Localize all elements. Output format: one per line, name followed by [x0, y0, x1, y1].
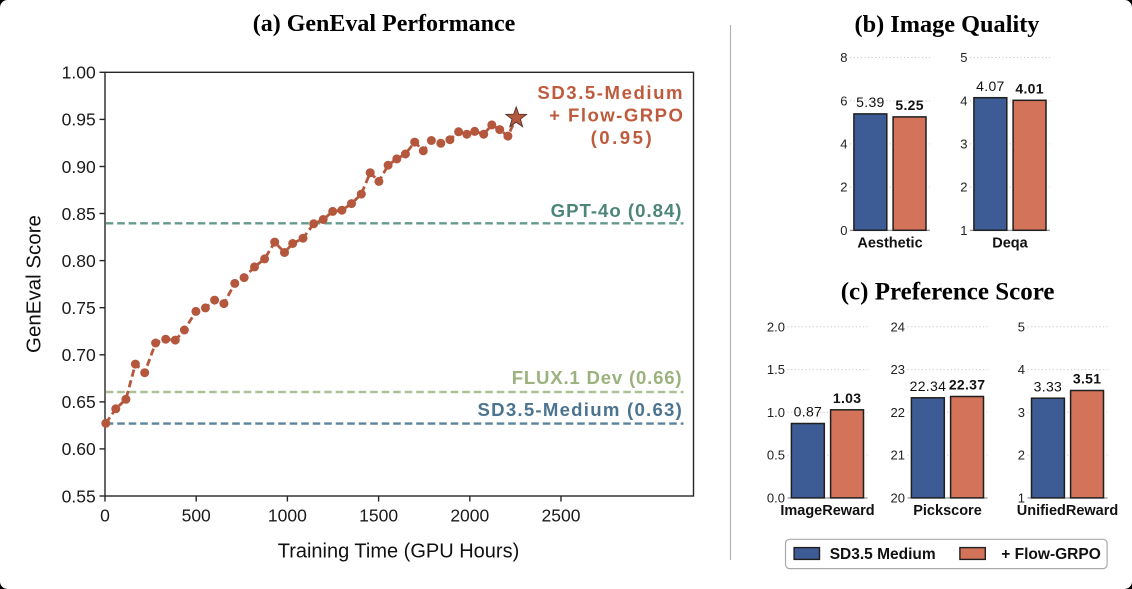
svg-text:0.90: 0.90 — [62, 157, 96, 177]
svg-text:0.55: 0.55 — [62, 486, 96, 506]
svg-text:1: 1 — [1018, 491, 1025, 506]
svg-text:SD3.5-Medium (0.63): SD3.5-Medium (0.63) — [477, 399, 683, 420]
svg-text:0: 0 — [840, 223, 847, 238]
svg-text:Aesthetic: Aesthetic — [857, 235, 922, 251]
svg-text:0.0: 0.0 — [767, 491, 785, 506]
svg-text:(a) GenEval Performance: (a) GenEval Performance — [253, 11, 516, 37]
svg-text:FLUX.1 Dev (0.66): FLUX.1 Dev (0.66) — [512, 367, 683, 388]
svg-text:23: 23 — [891, 362, 905, 377]
svg-text:500: 500 — [182, 506, 211, 526]
svg-text:4.01: 4.01 — [1015, 81, 1043, 97]
svg-text:+ Flow-GRPO: + Flow-GRPO — [549, 105, 684, 126]
svg-text:Deqa: Deqa — [992, 235, 1028, 251]
svg-text:2500: 2500 — [542, 506, 581, 526]
svg-text:0: 0 — [100, 506, 110, 526]
svg-text:SD3.5 Medium: SD3.5 Medium — [830, 546, 936, 563]
svg-text:5: 5 — [960, 50, 967, 65]
svg-text:0.87: 0.87 — [794, 404, 822, 420]
svg-text:2000: 2000 — [450, 506, 489, 526]
svg-text:0.5: 0.5 — [767, 448, 785, 463]
svg-text:Training Time (GPU Hours): Training Time (GPU Hours) — [278, 540, 520, 562]
svg-text:8: 8 — [840, 50, 847, 65]
svg-text:0.80: 0.80 — [62, 251, 96, 271]
svg-text:GPT-4o (0.84): GPT-4o (0.84) — [551, 200, 683, 221]
svg-text:0.85: 0.85 — [62, 204, 96, 224]
svg-text:5.25: 5.25 — [895, 97, 923, 113]
svg-text:GenEval Score: GenEval Score — [23, 215, 46, 353]
svg-text:0.95: 0.95 — [62, 110, 96, 130]
svg-text:3.33: 3.33 — [1034, 378, 1062, 394]
svg-text:4.07: 4.07 — [976, 78, 1004, 94]
svg-text:1.0: 1.0 — [767, 405, 785, 420]
svg-text:Pickscore: Pickscore — [913, 503, 982, 519]
svg-text:4: 4 — [1018, 362, 1025, 377]
svg-text:0.65: 0.65 — [62, 392, 96, 412]
svg-text:SD3.5-Medium: SD3.5-Medium — [537, 82, 684, 103]
svg-text:(b) Image Quality: (b) Image Quality — [855, 11, 1040, 38]
svg-text:3: 3 — [1018, 405, 1025, 420]
svg-text:1000: 1000 — [268, 506, 307, 526]
svg-text:22: 22 — [891, 405, 905, 420]
svg-text:0.70: 0.70 — [62, 345, 96, 365]
svg-text:5.39: 5.39 — [856, 94, 884, 110]
svg-text:5: 5 — [1018, 319, 1025, 334]
svg-text:1.03: 1.03 — [833, 390, 861, 406]
svg-text:3.51: 3.51 — [1073, 371, 1101, 387]
svg-text:2: 2 — [840, 180, 847, 195]
svg-text:22.37: 22.37 — [949, 377, 986, 393]
svg-text:4: 4 — [960, 93, 967, 108]
svg-text:1.5: 1.5 — [767, 362, 785, 377]
svg-text:0.75: 0.75 — [62, 298, 96, 318]
svg-text:ImageReward: ImageReward — [780, 503, 874, 519]
svg-text:4: 4 — [840, 137, 847, 152]
svg-text:22.34: 22.34 — [910, 378, 947, 394]
svg-text:20: 20 — [891, 491, 905, 506]
svg-text:1.00: 1.00 — [62, 63, 96, 83]
svg-text:3: 3 — [960, 137, 967, 152]
svg-text:24: 24 — [891, 319, 905, 334]
svg-text:1500: 1500 — [359, 506, 398, 526]
svg-text:6: 6 — [840, 93, 847, 108]
svg-text:2: 2 — [1018, 448, 1025, 463]
svg-text:2.0: 2.0 — [767, 319, 785, 334]
svg-text:0.60: 0.60 — [62, 439, 96, 459]
svg-text:2: 2 — [960, 180, 967, 195]
svg-text:UnifiedReward: UnifiedReward — [1017, 503, 1119, 519]
svg-text:(0.95): (0.95) — [591, 127, 655, 148]
svg-text:+ Flow-GRPO: + Flow-GRPO — [1001, 546, 1100, 563]
svg-text:21: 21 — [891, 448, 905, 463]
svg-text:1: 1 — [960, 223, 967, 238]
svg-text:(c) Preference Score: (c) Preference Score — [841, 278, 1055, 305]
